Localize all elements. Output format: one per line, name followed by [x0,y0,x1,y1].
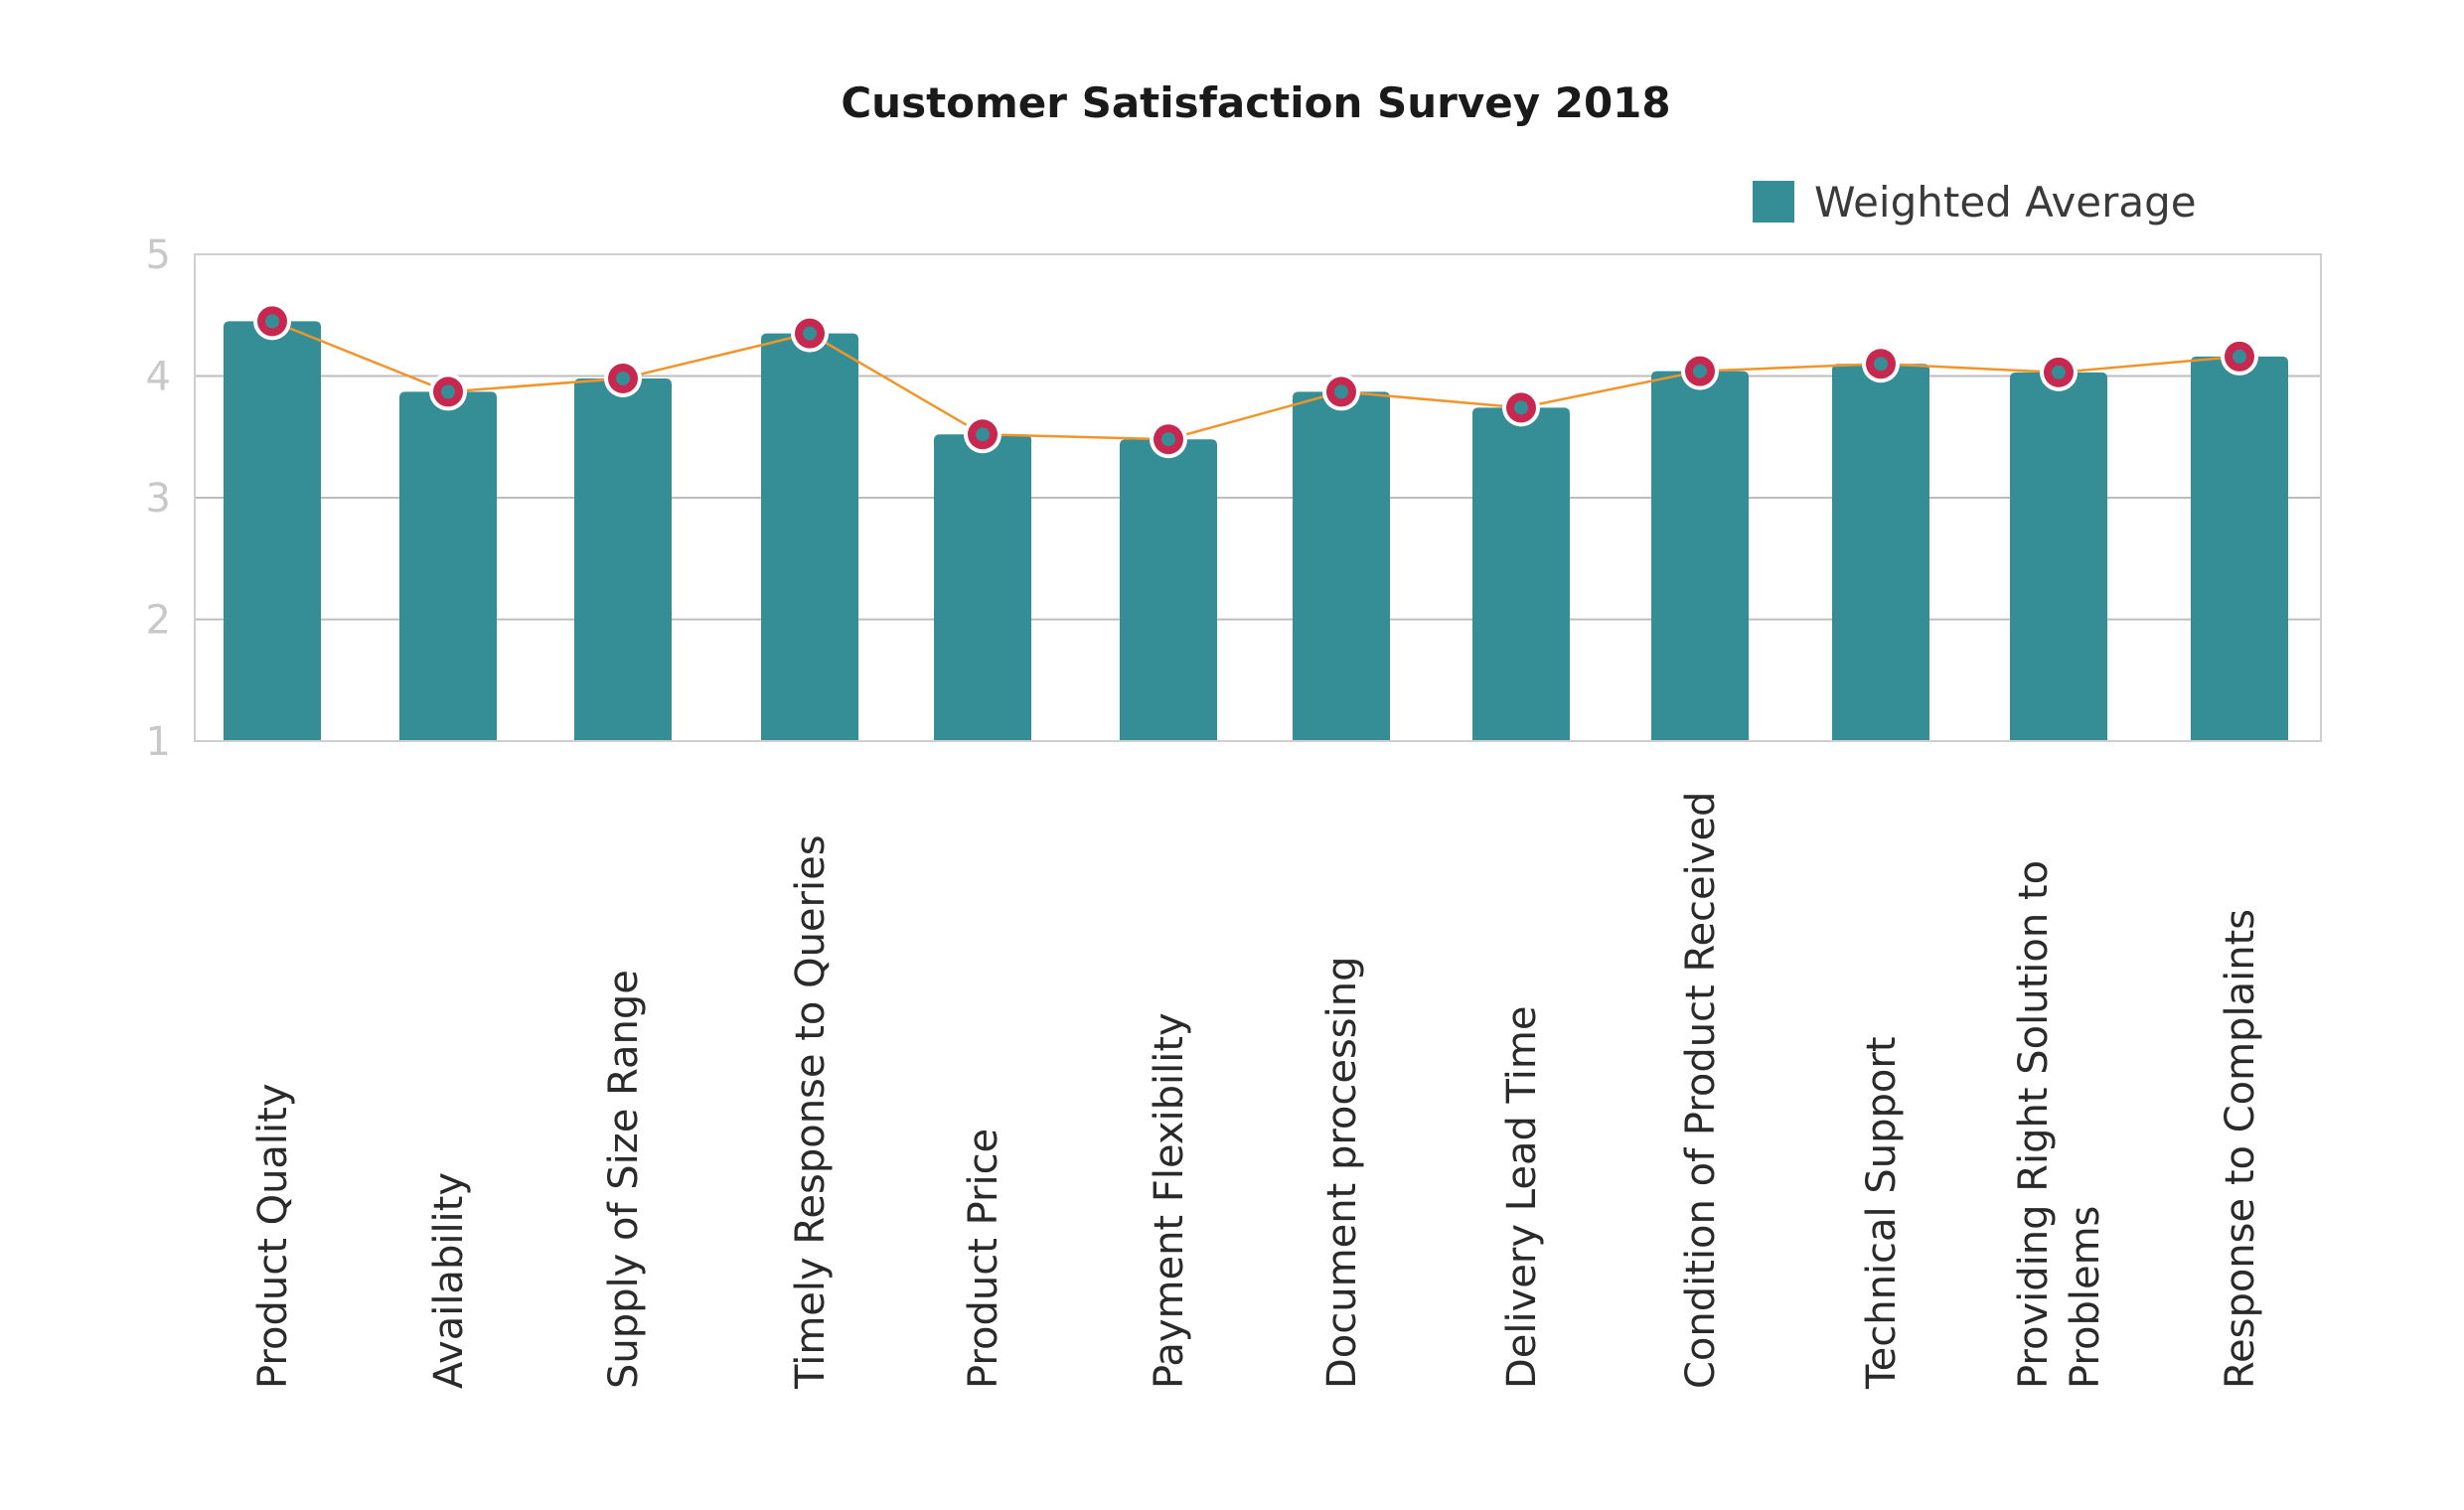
x-axis-category-label: Timely Response to Queries [788,834,834,1390]
x-axis-category-label: Product Price [961,1129,1006,1389]
bar [2191,356,2288,741]
data-point-marker [1150,420,1187,459]
chart-title: Customer Satisfaction Survey 2018 [841,78,1670,127]
data-point-marker [2040,353,2078,391]
data-point-marker [791,314,829,353]
data-point-marker [964,415,1001,454]
marker-center [2052,365,2066,379]
bar [224,321,321,741]
legend-label: Weighted Average [1814,178,2197,226]
category-label-line: Document processing [1319,956,1365,1389]
category-label-line: Response to Complaints [2218,909,2263,1389]
markers [253,302,2258,459]
y-tick-label: 4 [146,355,171,400]
marker-center [1693,364,1707,378]
bars [224,321,2288,741]
category-label-line: Technical Support [1859,1036,1905,1390]
gridlines [195,375,2321,621]
y-tick-label: 1 [146,719,171,765]
y-tick-label: 5 [146,232,171,278]
bar [934,434,1031,741]
data-point-marker [1322,373,1360,411]
marker-center [441,384,455,399]
marker-center [265,314,279,329]
category-label-line: Payment Flexibility [1147,1012,1192,1389]
y-axis-ticks: 1 2 3 4 5 [146,232,171,765]
x-axis-category-label: Condition of Product Received [1678,792,1724,1389]
bar [1832,364,1929,741]
data-point-marker [429,373,467,411]
marker-center [1514,400,1528,415]
x-axis-category-label: Technical Support [1859,1036,1905,1390]
y-tick-label: 3 [146,476,171,522]
bar [1472,407,1570,741]
category-label-line: Providing Right Solution to [2011,860,2057,1389]
category-label-line: Product Price [961,1129,1006,1389]
bar [1120,439,1217,741]
legend: Weighted Average [1753,178,2197,226]
marker-center [1874,357,1888,372]
marker-center [2233,349,2246,364]
marker-center [803,326,817,341]
x-axis-category-label: Payment Flexibility [1147,1012,1192,1389]
category-label-line: Supply of Size Range [601,970,647,1389]
bar [1293,391,1390,741]
bar [399,391,497,741]
data-point-marker [1862,345,1900,383]
marker-center [1334,384,1348,399]
x-axis-category-label: Supply of Size Range [601,970,647,1389]
marker-center [1161,432,1175,447]
data-point-marker [2221,337,2258,376]
marker-center [976,427,990,442]
data-point-marker [604,359,642,397]
x-axis-category-label: Availability [426,1172,472,1389]
bar [761,333,858,741]
x-axis-category-label: Response to Complaints [2218,909,2263,1389]
bar [1651,371,1749,741]
category-label-line: Product Quality [250,1083,296,1389]
x-axis-category-label: Product Quality [250,1083,296,1389]
plot-frame [194,253,2322,742]
bar [574,378,672,741]
category-label-line: Availability [426,1172,472,1389]
x-axis-category-label: Document processing [1319,956,1365,1389]
x-axis-category-label: Delivery Lead Time [1499,1006,1545,1389]
data-point-marker [1681,352,1719,390]
category-label-line: Timely Response to Queries [788,834,834,1390]
category-label-line: Delivery Lead Time [1499,1006,1545,1389]
x-axis-labels: Product Quality Availability Supply of Siz… [250,792,2263,1390]
y-tick-label: 2 [146,598,171,644]
data-point-marker [1502,388,1540,427]
x-axis-category-label: Providing Right Solution to Problems [2011,860,2108,1389]
data-point-marker [253,302,291,341]
category-label-line: Problems [2063,1206,2108,1389]
legend-swatch [1753,181,1794,223]
category-label-line: Condition of Product Received [1678,792,1724,1389]
marker-center [616,371,630,385]
trend-line [271,320,2240,441]
bar [2010,372,2107,741]
